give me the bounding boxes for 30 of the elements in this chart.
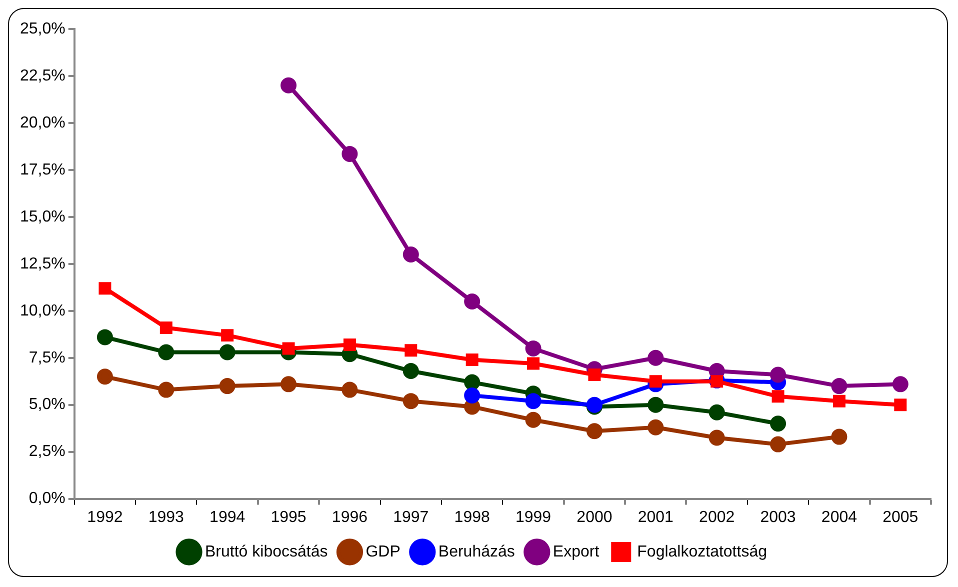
x-tick-label: 2000 (576, 508, 612, 526)
x-tick-label: 2003 (760, 508, 796, 526)
x-tick-label: 2002 (699, 508, 735, 526)
legend-label: Foglalkoztatottság (637, 543, 767, 560)
x-tick-label: 1994 (210, 508, 246, 526)
legend-label: Export (552, 543, 600, 560)
y-tick-label: 5,0% (28, 396, 66, 414)
x-tick-label: 1993 (148, 508, 184, 526)
x-tick-label: 2004 (821, 508, 858, 526)
x-tick-label: 2001 (638, 508, 674, 526)
x-tick-label: 1997 (393, 508, 429, 526)
y-tick-label: 25,0% (20, 20, 66, 38)
y-tick-label: 10,0% (20, 302, 66, 320)
x-tick-label: 1999 (515, 508, 552, 526)
legend-label: Bruttó kibocsátás (205, 543, 328, 560)
legend-label: Beruházás (438, 543, 515, 560)
y-tick-label: 20,0% (20, 114, 66, 132)
x-tick-label: 2005 (882, 508, 918, 526)
x-tick-label: 1996 (332, 508, 368, 526)
x-tick-label: 1992 (87, 508, 123, 526)
y-tick-label: 12,5% (20, 255, 66, 272)
y-tick-label: 22,5% (20, 67, 66, 84)
x-tick-label: 1998 (454, 508, 490, 526)
y-tick-label: 15,0% (20, 208, 66, 226)
y-tick-label: 17,5% (20, 161, 66, 178)
legend-label: GDP (366, 543, 400, 560)
y-tick-label: 2,5% (28, 443, 66, 460)
y-tick-label: 0,0% (28, 490, 66, 508)
y-tick-label: 7,5% (28, 349, 66, 366)
x-tick-label: 1995 (270, 508, 306, 526)
